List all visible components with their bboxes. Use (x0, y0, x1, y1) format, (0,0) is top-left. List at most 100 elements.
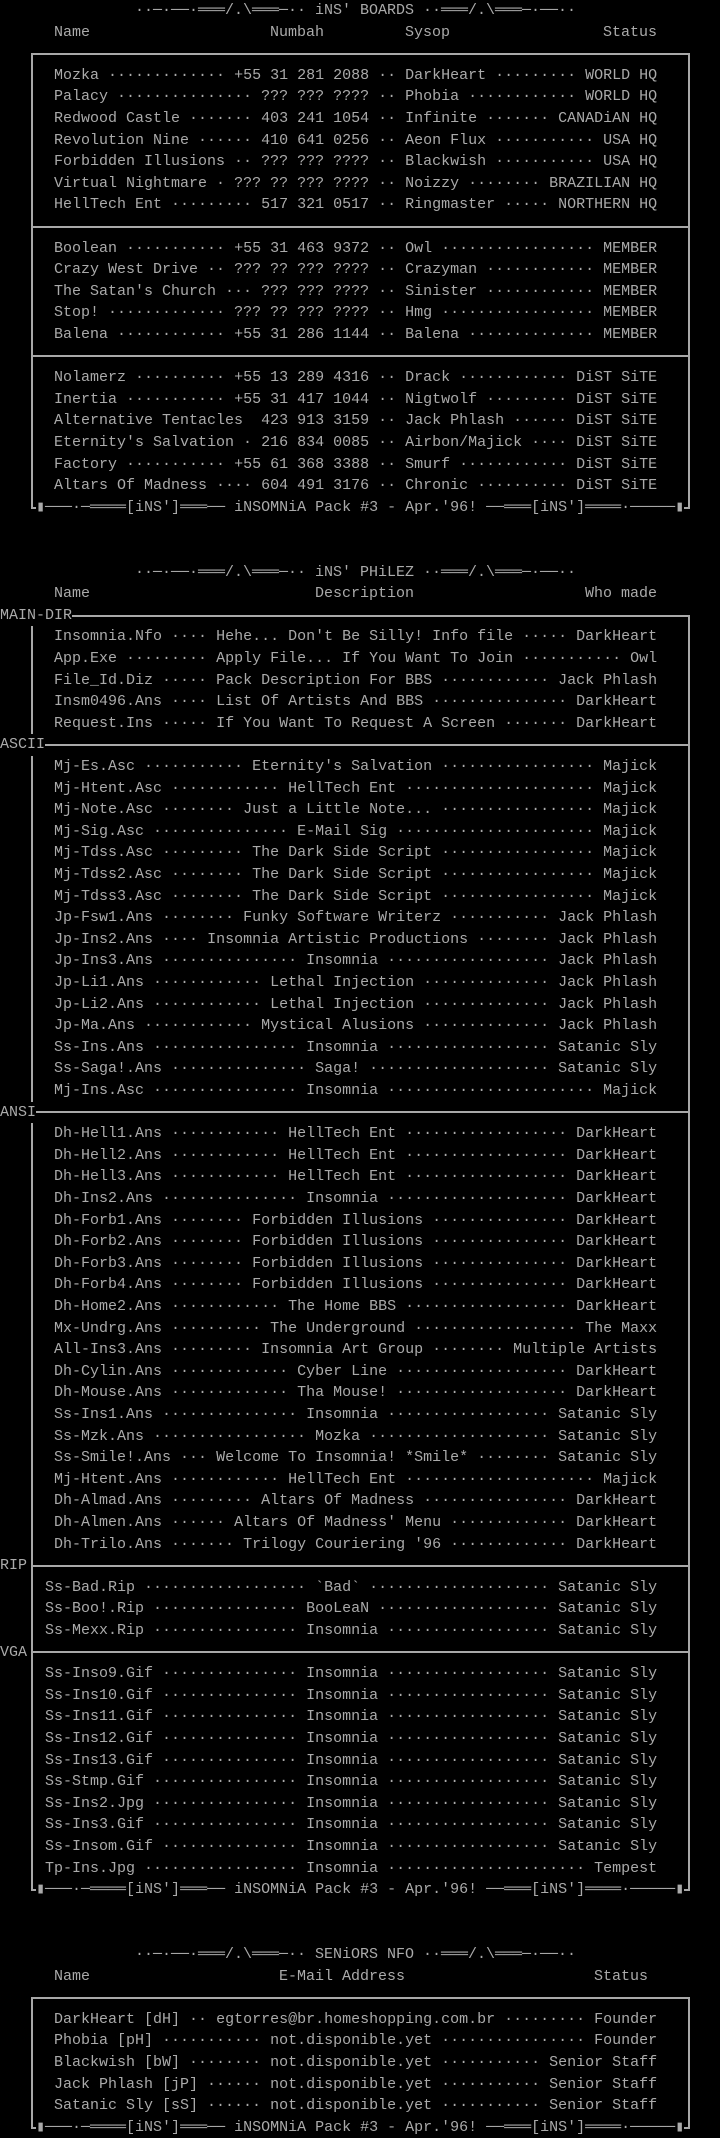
file-description: List Of Artists And BBS (216, 693, 424, 711)
board-status: DiST SiTE (576, 369, 658, 387)
section-label: RIP (0, 1555, 28, 1577)
file-name: Ss-Bad.Rip (45, 1578, 136, 1596)
dot-leader: ··············· (153, 1751, 307, 1769)
file-name: Dh-Cylin.Ans (54, 1362, 163, 1380)
dot-leader: ············ (135, 1017, 262, 1035)
section-label-rip: RIP (0, 1555, 720, 1577)
board-number: +55 31 463 9372 (234, 239, 370, 257)
board-name: Palacy (54, 88, 109, 106)
indent (0, 391, 54, 408)
dot-leader: ·················· (396, 1298, 577, 1315)
file-name: Mj-Es.Asc (54, 758, 136, 775)
board-name: Balena (54, 326, 109, 343)
file-description: Mystical Alusions (261, 1017, 415, 1035)
senior-row: Jack Phlash [jP] ······ not.disponible.y… (0, 2074, 720, 2096)
indent (0, 628, 54, 645)
file-description: Forbidden Illusions (252, 1211, 424, 1229)
file-author: DarkHeart (576, 1362, 658, 1380)
dot-leader: ·················· (378, 1038, 559, 1056)
file-row: Mj-Tdss.Asc ········· The Dark Side Scri… (0, 842, 720, 864)
dot-leader: ········ (423, 1341, 514, 1359)
file-row: Dh-Hell2.Ans ············ HellTech Ent ·… (0, 1145, 720, 1167)
board-number: 216 834 0085 (261, 434, 370, 451)
file-description: Insomnia (306, 1406, 379, 1423)
file-row: Ss-Stmp.Gif ················ Insomnia ··… (0, 1771, 720, 1793)
file-name: Ss-Ins1.Ans (54, 1406, 154, 1423)
file-name: Dh-Forb3.Ans (54, 1254, 163, 1272)
dot-leader: ···················· (378, 1190, 577, 1207)
senior-email: not.disponible.yet (270, 2075, 433, 2093)
file-row: Ss-Ins10.Gif ··············· Insomnia ··… (0, 1685, 720, 1707)
dot-leader: ····················· (396, 1470, 604, 1488)
dot-leader: ·················· (378, 952, 559, 970)
dot-leader: ········· (117, 650, 217, 667)
file-description: Insomnia (306, 1622, 379, 1639)
dot-leader: ··················· (387, 1384, 577, 1402)
file-author: Majick (603, 779, 658, 797)
file-name: Ss-Ins10.Gif (45, 1686, 154, 1704)
dot-leader: ·············· (459, 326, 604, 343)
file-description: HellTech Ent (288, 1125, 397, 1143)
seniors-title-line: ··─·──·═══/.\═══─·· SENiORS NFO ··═══/.\═… (0, 1944, 720, 1966)
file-author: Jack Phlash (558, 995, 658, 1013)
dot-leader: ················· (144, 1427, 316, 1445)
footer-ornament: ═══── (180, 498, 226, 516)
footer-tag: [iNS'] (126, 1881, 181, 1899)
board-row: Revolution Nine ······ 410 641 0256 ·· A… (0, 130, 720, 152)
file-description: Forbidden Illusions (252, 1233, 424, 1251)
dot-leader: ·· (369, 131, 406, 149)
file-description: Welcome To Insomnia! *Smile* (216, 1449, 469, 1467)
footer-tag: [iNS'] (531, 1881, 586, 1899)
file-author: DarkHeart (576, 693, 658, 711)
dot-leader: ·················· (378, 1406, 559, 1423)
indent (0, 2076, 54, 2093)
board-status: DiST SiTE (576, 412, 658, 430)
file-row: Mj-Tdss2.Asc ········ The Dark Side Scri… (0, 864, 720, 886)
indent (0, 1471, 54, 1488)
indent (0, 1168, 54, 1185)
indent (0, 1795, 45, 1812)
file-description: Insomnia (306, 1686, 379, 1704)
file-author: Majick (603, 887, 658, 905)
file-name: Mx-Undrg.Ans (54, 1319, 163, 1337)
file-name: File_Id.Diz (54, 671, 154, 689)
dot-leader: ···· (162, 628, 217, 646)
dot-leader: ········ (180, 2054, 271, 2071)
dot-leader: ················· (135, 1859, 307, 1877)
file-description: `Bad` (315, 1578, 361, 1596)
dot-leader: ················ (144, 1038, 307, 1056)
board-name: Alternative Tentacles (54, 412, 244, 430)
dot-leader: ····· (153, 714, 217, 732)
dot-leader: ··· (216, 282, 262, 300)
dot-leader: ··········· (153, 2032, 271, 2050)
file-name: Tp-Ins.Jpg (45, 1859, 136, 1877)
dot-leader: ·· (369, 110, 406, 127)
dot-leader: ·············· (414, 995, 559, 1013)
file-description: HellTech Ent (288, 779, 397, 797)
board-row: Mozka ············· +55 31 281 2088 ·· D… (0, 65, 720, 87)
dot-leader: ············· (162, 1384, 298, 1402)
footer-ornament: ──═══ (486, 498, 532, 516)
file-name: Mj-Tdss2.Asc (54, 866, 163, 883)
file-author: DarkHeart (576, 1168, 658, 1186)
board-sysop: Infinite (405, 110, 478, 127)
board-sysop: DarkHeart (405, 66, 487, 84)
board-number: +55 31 417 1044 (234, 390, 370, 408)
file-author: DarkHeart (576, 1276, 658, 1294)
file-name: Mj-Sig.Asc (54, 822, 145, 840)
board-status: DiST SiTE (576, 434, 658, 451)
file-author: Satanic Sly (558, 1060, 658, 1078)
indent (0, 261, 54, 278)
dot-leader: ········· (162, 1492, 262, 1510)
board-status: MEMBER (603, 304, 658, 322)
dot-leader: ········· (486, 66, 586, 84)
file-author: Satanic Sly (558, 1686, 658, 1704)
footer-ornament-left: ▮───·─════ (36, 1881, 127, 1899)
board-name: Eternity's Salvation (54, 434, 235, 451)
philez-title-line: ··─·──·═══/.\═══─·· iNS' PHiLEZ ··═══/.\═… (0, 562, 720, 584)
dot-leader: ·· (369, 477, 406, 495)
file-row: Jp-Li2.Ans ············ Lethal Injection… (0, 994, 720, 1016)
indent (0, 844, 54, 861)
divider (30, 1111, 690, 1114)
dot-leader: ·· (369, 239, 406, 257)
